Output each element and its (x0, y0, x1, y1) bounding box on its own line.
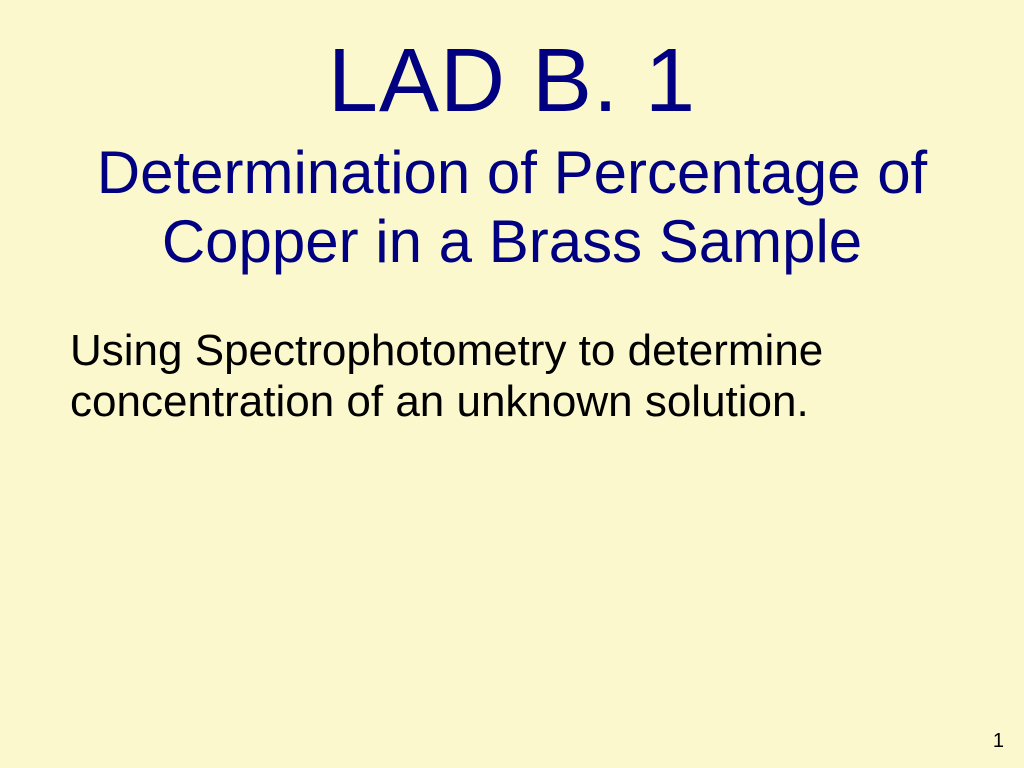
slide-title: LAD B. 1 (30, 30, 994, 133)
presentation-slide: LAD B. 1 Determination of Percentage of … (0, 0, 1024, 768)
slide-body-text: Using Spectrophotometry to determine con… (30, 326, 994, 427)
slide-subtitle: Determination of Percentage of Copper in… (30, 138, 994, 276)
page-number: 1 (993, 730, 1004, 753)
